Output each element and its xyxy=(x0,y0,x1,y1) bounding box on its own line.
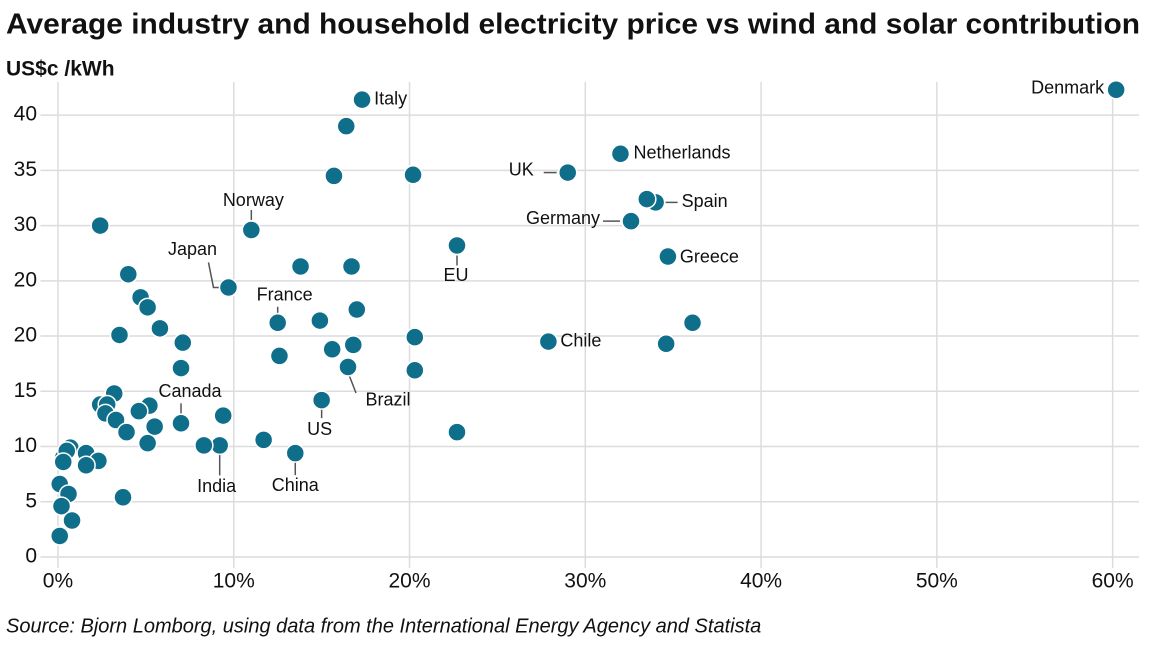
y-tick-label: 10 xyxy=(14,434,37,457)
data-point xyxy=(194,435,214,456)
data-point xyxy=(144,416,165,437)
point-label: India xyxy=(197,476,237,496)
leader-line xyxy=(348,374,357,394)
data-point xyxy=(656,334,676,354)
data-point xyxy=(311,390,332,410)
data-point xyxy=(1106,79,1126,100)
data-point xyxy=(106,410,126,430)
point-label: Spain xyxy=(682,191,728,211)
data-point xyxy=(343,335,364,355)
data-point xyxy=(338,357,358,377)
data-point xyxy=(118,264,139,284)
point-label: Greece xyxy=(680,246,739,266)
data-point xyxy=(403,165,423,185)
y-tick-label: 40 xyxy=(14,103,37,126)
data-point xyxy=(173,332,193,353)
point-label: Denmark xyxy=(1031,77,1105,97)
data-point xyxy=(347,299,367,320)
point-label: Brazil xyxy=(366,390,411,410)
point-label: Norway xyxy=(223,190,284,210)
x-tick-label: 40% xyxy=(740,570,782,593)
point-label: Netherlands xyxy=(633,143,730,163)
data-point xyxy=(218,277,239,298)
x-tick-label: 60% xyxy=(1092,570,1134,593)
data-point xyxy=(285,443,306,463)
data-point xyxy=(253,430,274,450)
data-point xyxy=(658,246,678,267)
y-tick-label: 20 xyxy=(14,324,37,347)
leader-line xyxy=(207,262,220,289)
data-point xyxy=(336,116,357,136)
data-point xyxy=(241,220,262,240)
data-point xyxy=(76,455,96,476)
y-tick-label: 5 xyxy=(25,489,37,512)
x-tick-label: 20% xyxy=(389,570,431,593)
point-label: UK xyxy=(509,159,534,179)
data-point xyxy=(213,405,233,426)
data-point xyxy=(447,235,467,256)
data-point xyxy=(324,166,344,186)
data-point xyxy=(51,496,72,516)
point-label: China xyxy=(272,475,320,495)
data-point xyxy=(49,526,70,546)
point-label: Italy xyxy=(374,88,407,108)
data-point xyxy=(171,413,191,434)
data-point xyxy=(137,297,158,318)
data-point xyxy=(557,162,578,183)
y-tick-label: 20 xyxy=(14,268,37,291)
point-label: Chile xyxy=(560,330,601,350)
x-tick-label: 50% xyxy=(916,570,958,593)
data-point xyxy=(538,331,559,352)
y-tick-label: 35 xyxy=(14,158,37,181)
data-point xyxy=(682,313,703,333)
data-point xyxy=(637,189,657,209)
data-point xyxy=(269,346,290,366)
x-tick-label: 30% xyxy=(564,570,606,593)
data-point xyxy=(129,401,149,421)
point-label: Germany xyxy=(526,208,600,228)
data-point xyxy=(137,433,158,453)
y-axis-label: US$c /kWh xyxy=(6,58,115,81)
point-label: Japan xyxy=(168,239,217,259)
data-point xyxy=(171,358,191,378)
data-point xyxy=(62,510,82,531)
data-point xyxy=(116,422,137,442)
data-point xyxy=(352,89,372,110)
data-point xyxy=(113,487,133,508)
data-point xyxy=(610,144,631,164)
data-point xyxy=(53,452,74,472)
data-point xyxy=(267,313,288,333)
y-tick-label: 30 xyxy=(14,213,37,236)
data-point xyxy=(322,339,342,360)
data-point xyxy=(621,211,641,231)
point-label: US xyxy=(307,419,332,439)
data-point xyxy=(90,215,110,236)
y-tick-label: 0 xyxy=(25,545,37,568)
data-point xyxy=(447,422,467,442)
point-label: France xyxy=(257,285,313,305)
point-label: Canada xyxy=(158,381,222,401)
y-tick-label: 15 xyxy=(14,379,37,402)
data-point xyxy=(341,256,362,277)
x-tick-label: 10% xyxy=(213,570,255,593)
chart-title: Average industry and household electrici… xyxy=(6,9,1140,41)
data-point xyxy=(405,360,425,381)
data-point xyxy=(150,318,170,339)
x-tick-label: 0% xyxy=(43,570,73,593)
data-point xyxy=(109,325,130,345)
data-point xyxy=(405,327,425,347)
point-label: EU xyxy=(443,265,468,285)
data-point xyxy=(290,256,311,277)
source-note: Source: Bjorn Lomborg, using data from t… xyxy=(6,615,761,637)
data-point xyxy=(310,310,330,331)
